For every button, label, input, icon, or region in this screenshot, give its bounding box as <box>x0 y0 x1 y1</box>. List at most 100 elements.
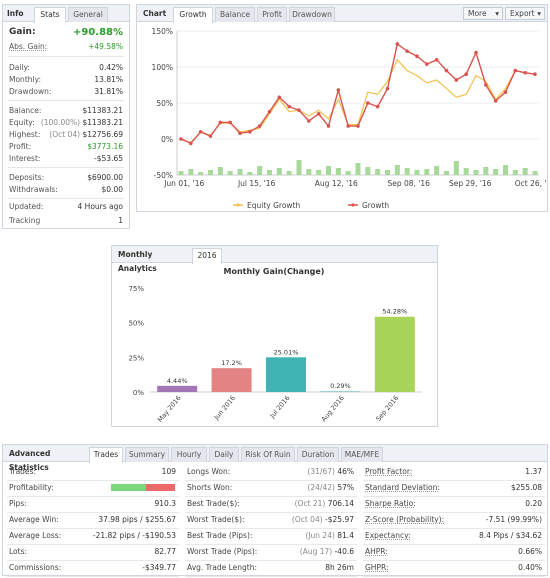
stat-value: 57% <box>337 483 354 492</box>
monthly-bar[interactable] <box>374 316 415 392</box>
stat-value-group: 109 <box>162 464 176 480</box>
x-tick-label: Jun 01, '16 <box>163 179 204 188</box>
tab-daily[interactable]: Daily <box>209 447 239 462</box>
stat-label[interactable]: GHPR: <box>365 563 389 572</box>
legend-equity-growth: Equity Growth <box>247 201 300 210</box>
stat-label[interactable]: AHPR: <box>365 547 388 556</box>
tracking-row: Tracking 1 <box>9 215 123 226</box>
tab-general[interactable]: General <box>68 7 108 22</box>
volume-bar <box>227 171 233 175</box>
stat-label[interactable]: Expectancy: <box>365 531 411 540</box>
growth-point <box>238 131 242 136</box>
growth-point <box>228 120 232 125</box>
stat-label[interactable]: Standard Deviation: <box>365 483 440 492</box>
more-button[interactable]: More ▾ <box>463 7 503 20</box>
volume-bar <box>453 161 459 175</box>
tab-risk-of-ruin[interactable]: Risk Of Ruin <box>241 447 295 462</box>
growth-point <box>533 72 537 76</box>
tab-mae-mfe[interactable]: MAE/MFE <box>341 447 383 462</box>
y-tick-label: 50% <box>128 320 144 328</box>
export-button[interactable]: Export ▾ <box>505 7 545 20</box>
stat-value-group: 1.37 <box>525 464 542 480</box>
tab-summary[interactable]: Summary <box>125 447 169 462</box>
stat-value-group: (31/67) 46% <box>307 464 354 480</box>
monthly-bar[interactable] <box>266 357 306 392</box>
growth-point <box>189 141 193 146</box>
stat-row: Pips: 910.3 <box>7 496 179 513</box>
stat-value-group: -7.51 (99.99%) <box>486 512 542 528</box>
monthly-analytics-title: Monthly Analytics <box>118 250 157 273</box>
growth-point <box>523 70 527 75</box>
tab-growth[interactable]: Growth <box>173 7 213 23</box>
y-tick-label: -50% <box>154 171 173 180</box>
growth-point <box>346 124 350 128</box>
profitability-bar <box>111 484 175 491</box>
stat-label: Lots: <box>9 547 28 556</box>
stat-row: Lots: 82.77 <box>7 544 179 561</box>
tab-drawdown[interactable]: Drawdown <box>289 7 335 22</box>
growth-point <box>366 101 370 105</box>
growth-point <box>277 95 282 100</box>
monthly-bar[interactable] <box>211 368 252 392</box>
divider <box>8 198 124 199</box>
tab-balance[interactable]: Balance <box>215 7 255 22</box>
stat-sub: (24/42) <box>307 483 335 492</box>
stat-value: -$25.97 <box>325 515 354 524</box>
monthly-gain-chart: Monthly Gain(Change) 75% 50% 25% 0% 4.44% Ma… <box>128 267 422 424</box>
growth-point <box>503 90 508 94</box>
tab-hourly[interactable]: Hourly <box>171 447 207 462</box>
monthly-bar[interactable] <box>157 385 198 392</box>
growth-point <box>208 134 213 138</box>
gain-value: +90.88% <box>72 27 123 38</box>
tab-2016[interactable]: 2016 <box>192 248 222 264</box>
stat-row: Commissions: -$349.77 <box>7 560 179 577</box>
stat-label: Shorts Won: <box>187 483 233 492</box>
stat-label[interactable]: Profit Factor: <box>365 467 413 476</box>
monthly-bar[interactable] <box>320 391 361 392</box>
x-tick-label: Jun 2016 <box>212 394 237 422</box>
x-tick-label: Jul 2016 <box>268 394 292 420</box>
monthly-label: Monthly: <box>9 75 42 84</box>
tab-stats[interactable]: Stats <box>34 7 66 23</box>
volume-bar <box>326 166 331 175</box>
growth-point <box>464 72 468 76</box>
stat-label: Worst Trade($): <box>187 515 245 524</box>
divider <box>8 100 124 101</box>
stat-label[interactable]: Z-Score (Probability): <box>365 515 445 524</box>
stat-value-group: 0.20 <box>525 496 542 512</box>
stat-value-group: 0.40% <box>518 560 542 576</box>
stat-row: Sharpe Ratio: 0.20 <box>363 496 545 513</box>
growth-point <box>395 42 400 46</box>
growth-point <box>444 68 449 73</box>
volume-bar <box>404 168 410 175</box>
info-tabbar: Info Stats General <box>3 5 129 23</box>
y-tick-label: 150% <box>152 27 173 36</box>
tab-info[interactable]: Info <box>7 9 24 18</box>
stat-label[interactable]: Sharpe Ratio: <box>365 499 416 508</box>
growth-point <box>434 58 439 62</box>
stat-sub: (Oct 21) <box>294 499 326 508</box>
tab-profit[interactable]: Profit <box>257 7 287 22</box>
growth-point <box>307 119 311 123</box>
stat-row: Best Trade($): (Oct 21) 706.14 <box>185 496 357 513</box>
stat-value: 910.3 <box>154 499 176 508</box>
tab-trades[interactable]: Trades <box>89 447 123 463</box>
volume-bar <box>522 168 528 175</box>
growth-line <box>180 42 536 145</box>
growth-point <box>336 88 341 92</box>
abs-gain-value: +49.58% <box>88 42 123 51</box>
advanced-statistics-title: Advanced Statistics <box>9 449 51 472</box>
highest-value: $12756.69 <box>82 130 123 139</box>
tab-duration[interactable]: Duration <box>297 447 339 462</box>
stat-row: Trades: 109 <box>7 464 179 481</box>
stat-sub: (Jun 24) <box>305 531 335 540</box>
bar-value-label: 25.01% <box>274 348 299 356</box>
advanced-tabbar: Advanced Statistics Trades Summary Hourl… <box>3 445 547 472</box>
stat-label: Average Win: <box>9 515 59 524</box>
chevron-down-icon: ▾ <box>495 9 499 18</box>
stat-sub: (31/67) <box>307 467 335 476</box>
monthly-value: 13.81% <box>94 75 123 84</box>
tracking-value: 1 <box>118 216 123 225</box>
abs-gain-label[interactable]: Abs. Gain: <box>9 42 48 51</box>
stat-value: 8.4 Pips / $34.62 <box>479 531 542 540</box>
